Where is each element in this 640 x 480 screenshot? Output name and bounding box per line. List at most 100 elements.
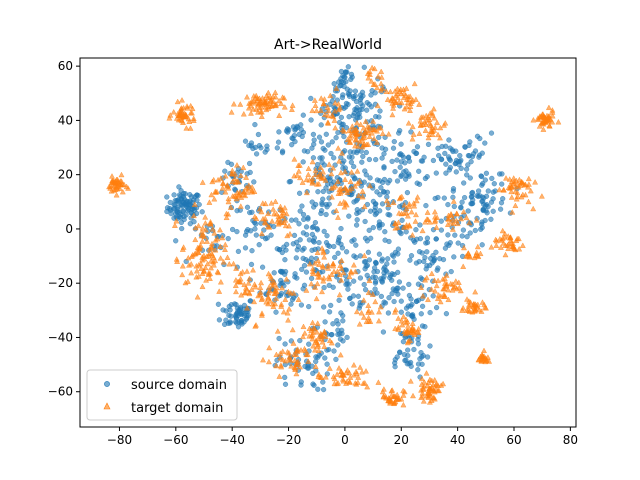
source-point (448, 268, 454, 275)
source-point (338, 68, 345, 75)
source-point (397, 164, 403, 170)
target-point (477, 250, 484, 257)
source-point (419, 354, 425, 360)
target-point (541, 113, 548, 120)
target-point (258, 230, 265, 237)
source-point (439, 143, 445, 150)
source-point (364, 107, 370, 113)
source-point (443, 170, 449, 176)
source-point (303, 224, 310, 230)
target-point (245, 185, 252, 192)
legend-marker-source (104, 381, 110, 387)
target-point (317, 164, 324, 170)
target-point (500, 239, 507, 246)
source-point (351, 199, 357, 205)
target-point (437, 298, 444, 305)
target-point (217, 175, 224, 181)
source-point (234, 320, 240, 326)
target-point (312, 363, 319, 369)
source-point (398, 159, 405, 165)
target-point (313, 328, 320, 335)
source-point (381, 176, 388, 183)
source-point (407, 257, 413, 263)
source-point (290, 241, 296, 247)
target-point (293, 351, 300, 358)
target-point (263, 298, 270, 305)
source-point (305, 148, 311, 155)
target-point (312, 102, 319, 108)
source-point (167, 205, 173, 212)
target-point (269, 218, 276, 224)
target-point (546, 114, 553, 121)
target-point (268, 200, 275, 206)
target-point (352, 142, 359, 149)
target-point (199, 270, 206, 276)
source-point (349, 74, 355, 80)
source-point (352, 88, 359, 94)
source-point (249, 209, 255, 215)
source-point (422, 254, 428, 261)
source-point (392, 168, 398, 175)
source-point (324, 361, 330, 367)
target-point (320, 100, 327, 106)
target-point (343, 201, 350, 208)
target-point (214, 235, 221, 242)
target-point (338, 185, 345, 191)
source-point (379, 155, 385, 161)
y-tick-label: −20 (48, 276, 73, 290)
source-point (321, 284, 327, 291)
target-point (220, 258, 227, 265)
target-point (408, 208, 415, 215)
target-point (391, 399, 398, 406)
source-point (349, 301, 355, 307)
source-point (253, 151, 260, 157)
target-point (509, 209, 516, 215)
target-point (288, 106, 295, 112)
source-point (330, 321, 336, 327)
target-point (422, 127, 429, 133)
source-point (385, 256, 391, 262)
target-point (185, 254, 192, 261)
source-point (400, 285, 406, 291)
target-point (365, 302, 372, 308)
source-point (338, 310, 344, 316)
target-point (170, 108, 177, 115)
target-point (267, 272, 274, 279)
target-point (400, 86, 407, 92)
target-point (237, 172, 244, 179)
source-point (443, 311, 450, 317)
target-point (319, 338, 326, 345)
source-point (406, 360, 412, 367)
target-point (303, 189, 310, 196)
source-point (297, 208, 303, 214)
source-point (329, 139, 335, 145)
target-point (332, 99, 339, 106)
target-point (340, 269, 347, 276)
source-point (444, 241, 450, 247)
source-point (319, 201, 325, 208)
source-point (183, 198, 190, 204)
target-point (512, 202, 519, 209)
source-point (361, 281, 367, 288)
source-point (282, 374, 288, 381)
target-point (195, 261, 202, 268)
target-point (286, 230, 294, 237)
source-point (381, 299, 387, 305)
target-point (488, 243, 495, 250)
x-tick-label: 80 (563, 433, 578, 447)
target-point (338, 150, 346, 156)
target-point (426, 218, 433, 225)
target-point (516, 245, 523, 252)
source-point (415, 341, 422, 347)
target-point (375, 317, 382, 324)
source-point (330, 284, 336, 290)
target-point (506, 234, 514, 241)
target-point (223, 214, 230, 221)
target-point (259, 356, 267, 363)
target-point (246, 289, 253, 295)
source-point (167, 199, 173, 206)
target-point (364, 70, 371, 76)
target-point (502, 251, 509, 258)
target-point (328, 271, 335, 277)
source-point (337, 336, 344, 342)
